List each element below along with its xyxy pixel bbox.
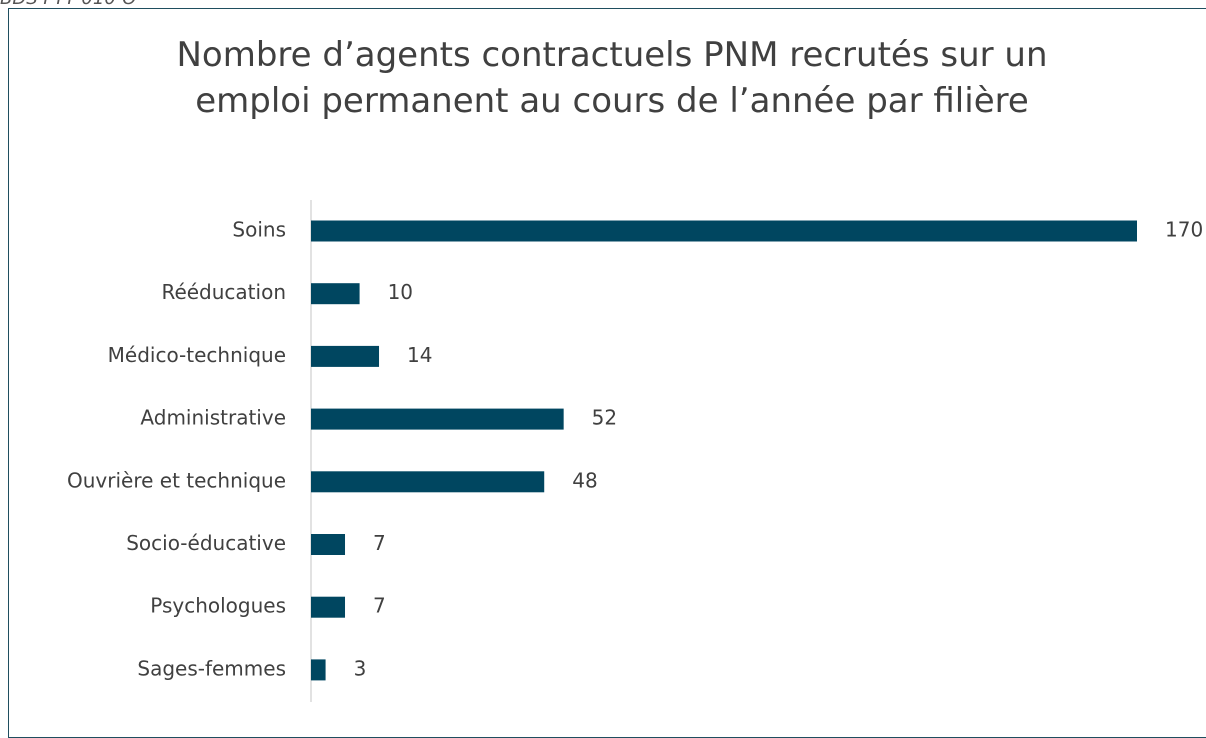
bar: [311, 659, 326, 681]
value-label: 3: [354, 656, 367, 680]
bar: [311, 283, 360, 305]
bar: [311, 471, 545, 493]
bar: [311, 596, 346, 618]
caption: BDS FTT 010-O: [0, 0, 136, 9]
chart: Soins 170 Rééducation 10 Médico-technique 14 A…: [67, 200, 1203, 702]
value-label: 7: [373, 531, 386, 555]
bar: [311, 220, 1137, 242]
value-label: 10: [388, 280, 413, 304]
value-label: 48: [572, 468, 597, 492]
category-label: Psychologues: [150, 594, 286, 618]
bar: [311, 345, 380, 367]
value-label: 170: [1165, 218, 1203, 242]
category-label: Administrative: [140, 406, 286, 430]
category-label: Médico-technique: [108, 343, 286, 367]
category-label: Socio-éducative: [126, 531, 286, 555]
value-label: 7: [373, 594, 386, 618]
bar: [311, 408, 564, 430]
value-label: 14: [407, 343, 432, 367]
category-label: Sages-femmes: [137, 656, 286, 680]
bar: [311, 534, 346, 555]
category-label: Rééducation: [161, 280, 286, 304]
chart-title: Nombre d’agents contractuels PNM recruté…: [176, 35, 1048, 121]
category-label: Ouvrière et technique: [67, 468, 286, 492]
category-label: Soins: [232, 218, 286, 242]
value-label: 52: [592, 406, 617, 430]
